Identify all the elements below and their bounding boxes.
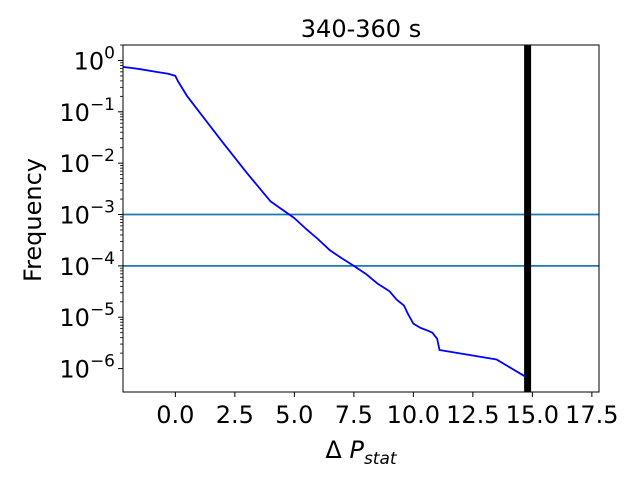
y-tick-label: 10−5	[59, 300, 115, 332]
x-tick-label: 2.5	[216, 401, 254, 429]
y-axis-ticks: 100 10−1 10−2 10−3 10−4 10−5 10−6	[59, 43, 123, 384]
reference-lines	[123, 45, 599, 392]
x-axis-label: Δ Pstat	[325, 436, 397, 469]
series-line-1	[122, 65, 526, 378]
y-tick-label: 10−6	[59, 352, 115, 384]
chart-title: 340-360 s	[301, 15, 421, 43]
x-tick-label: 5.0	[275, 401, 313, 429]
y-tick-label: 100	[74, 43, 115, 75]
y-axis-label: Frequency	[19, 158, 47, 282]
x-axis-label-prefix: Δ	[325, 436, 349, 464]
plot-background	[123, 45, 599, 392]
x-tick-label: 0.0	[156, 401, 194, 429]
plot-area	[123, 45, 599, 392]
x-tick-label: 10.0	[387, 401, 440, 429]
x-tick-label: 12.5	[446, 401, 499, 429]
axes-frame	[122, 44, 600, 393]
x-tick-label: 15.0	[506, 401, 559, 429]
x-axis-ticks: 0.0 2.5 5.0 7.5 10.0 12.5 15.0 17.5	[156, 392, 619, 429]
x-tick-label: 7.5	[335, 401, 373, 429]
y-tick-label: 10−2	[59, 146, 115, 178]
y-tick-label: 10−3	[59, 198, 115, 230]
data-series	[122, 65, 526, 378]
x-axis-label-main: P	[349, 436, 364, 464]
y-tick-label: 10−1	[59, 95, 115, 127]
x-tick-label: 17.5	[565, 401, 618, 429]
axes-border	[122, 44, 600, 393]
y-tick-label: 10−4	[59, 249, 115, 281]
x-axis-label-subscript: stat	[364, 449, 398, 469]
